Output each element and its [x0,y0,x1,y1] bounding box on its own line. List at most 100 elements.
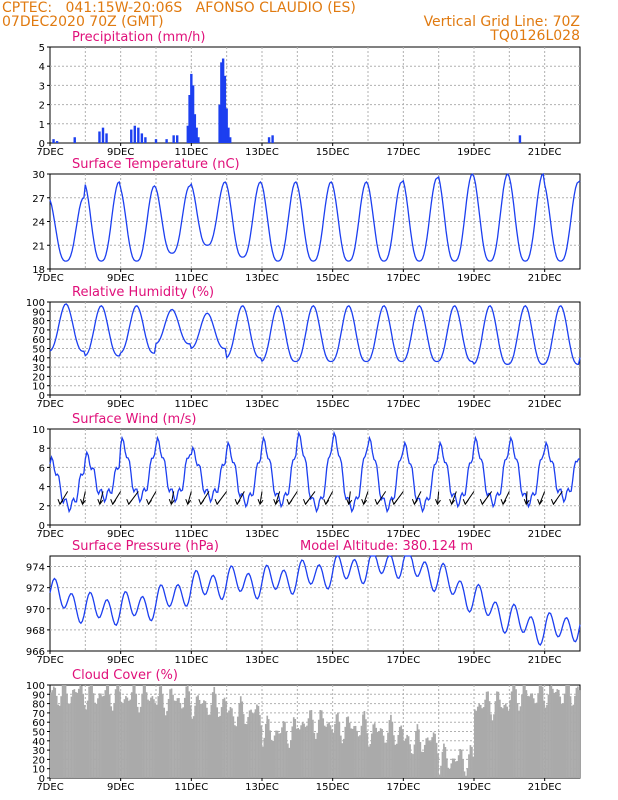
wind-arrow-head [391,499,398,506]
cloud-bar [490,714,492,778]
cloud-bar [347,716,350,778]
header-run-date: 07DEC2020 70Z (GMT) [2,14,164,30]
y-tick-label: 18 [32,265,45,276]
wind-arrow [275,491,281,505]
y-tick-label: 0 [39,139,45,150]
cloud-bar [163,707,166,778]
cloud-bar [295,728,298,778]
cloud-bar [360,725,363,778]
cloud-bar [183,697,186,778]
cloud-bar [484,699,486,778]
cloud-bar [441,751,444,778]
wind-arrow-head [146,499,152,506]
cloud-bar [70,696,73,778]
y-tick-label: 970 [26,605,45,616]
cloud-bar [100,693,102,778]
cloud-bar [85,709,88,778]
y-tick-label: 80 [32,317,45,328]
cloud-bar [312,719,314,778]
wind-arrow [539,491,546,505]
cloud-bar [513,685,516,778]
cloud-bar [110,706,113,778]
cloud-bar [376,731,379,778]
cloud-bar [175,700,177,778]
cloud-bar [58,705,61,778]
wind-arrow-head [97,499,104,506]
cloud-bar [125,696,127,778]
cloud-bar [101,696,104,778]
panel-title: Cloud Cover (%) [72,668,178,683]
precip-bar [186,125,189,143]
wind-arrow [99,491,104,505]
cloud-bar [320,710,323,778]
cloud-bar [488,701,491,778]
cloud-bar [191,718,194,778]
precip-bar [225,108,228,143]
cloud-bar [158,686,161,778]
cloud-bar [294,718,297,778]
cloud-bar [117,685,120,778]
cloud-bar [242,714,245,778]
precip-bar [267,137,271,143]
cloud-bar [431,737,433,778]
cloud-bar [552,688,554,778]
y-tick-label: 70 [32,709,45,720]
cloud-bar [448,768,451,778]
cloud-bar [454,761,457,778]
cloud-bar [334,724,336,778]
cloud-bar [67,703,70,778]
wind-arrow [187,491,192,505]
x-tick-label: 17DEC [386,147,420,158]
wind-arrow [363,491,369,505]
cloud-bar [82,694,85,778]
cloud-bar [262,746,264,778]
cloud-bar [251,712,254,778]
cloud-bar [250,709,252,778]
cloud-bar [519,706,522,778]
series-line [49,172,581,262]
y-tick-label: 8 [39,444,45,455]
cloud-bar [401,729,404,778]
cloud-bar [350,728,353,778]
cloud-bar [562,703,565,778]
x-tick-label: 11DEC [174,782,208,793]
cloud-bar [181,708,183,778]
precip-bar [130,129,133,143]
panel-title: Surface Wind (m/s) [72,412,196,427]
x-tick-label: 19DEC [457,529,491,540]
x-tick-label: 11DEC [174,655,208,666]
panel-frame [49,428,581,526]
cloud-bar [209,714,211,778]
cloud-bar [543,700,545,778]
x-tick-label: 21DEC [528,655,562,666]
cloud-bar [113,703,115,778]
cloud-bar [325,726,327,778]
cloud-bar [201,703,204,778]
x-tick-label: 17DEC [386,529,420,540]
cloud-bar [122,703,124,778]
cloud-bar [182,707,185,778]
cloud-bar [239,696,242,778]
cloud-bar [267,719,270,778]
precip-bar [193,114,197,143]
cloud-bar [130,692,133,778]
y-tick-label: 2 [39,502,45,513]
cloud-bar [88,686,90,778]
cloud-bar [375,727,378,778]
cloud-bar [372,724,375,778]
cloud-bar [189,705,192,778]
precip-bar [101,127,105,143]
cloud-bar [398,726,401,778]
x-tick-label: 17DEC [386,399,420,410]
cloud-bar [270,739,273,778]
precip-bar [154,139,158,143]
cloud-bar [353,726,355,778]
cloud-bar [503,705,506,778]
wind-arrow-head [537,499,543,506]
cloud-bar [469,745,472,778]
cloud-bar [338,721,341,778]
cloud-bar [254,709,257,778]
cloud-bar [245,724,248,778]
cloud-bar [524,685,526,778]
